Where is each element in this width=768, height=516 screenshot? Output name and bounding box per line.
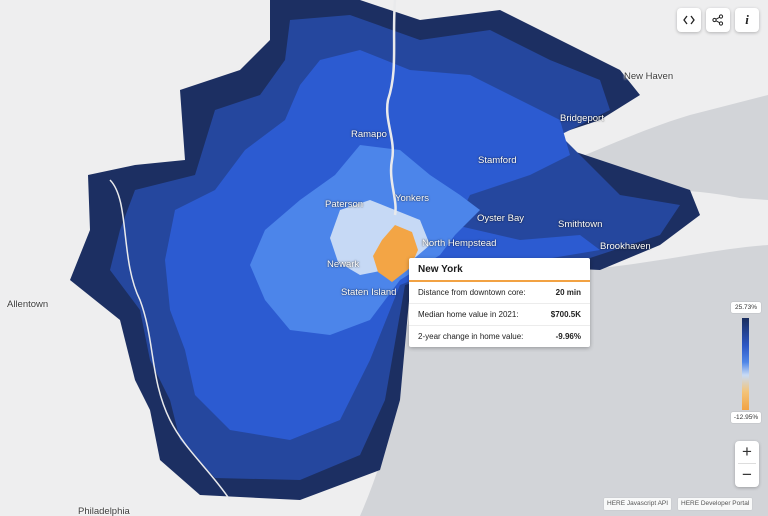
tooltip-title: New York <box>409 258 590 282</box>
city-label-bridgeport: Bridgeport <box>560 113 604 124</box>
code-icon <box>683 15 695 25</box>
color-legend: 25.73% -12.95% <box>730 302 762 426</box>
hudson-river <box>385 0 397 216</box>
zoom-divider <box>738 463 756 464</box>
zoom-out-button[interactable]: − <box>742 465 752 484</box>
legend-gradient-bar <box>742 318 749 410</box>
share-button[interactable] <box>706 8 730 32</box>
info-icon: i <box>745 12 749 27</box>
city-label-brookhaven: Brookhaven <box>600 241 651 252</box>
tooltip-label: 2-year change in home value: <box>418 332 524 341</box>
legend-max-label: 25.73% <box>731 302 761 313</box>
city-label-philadelphia: Philadelphia <box>78 506 130 516</box>
here-developer-portal-link[interactable]: HERE Developer Portal <box>678 498 753 510</box>
zoom-in-button[interactable]: + <box>742 442 752 461</box>
tooltip-label: Distance from downtown core: <box>418 288 526 297</box>
tooltip-value: 20 min <box>555 288 581 297</box>
city-label-paterson: Paterson <box>325 199 364 210</box>
city-label-allentown: Allentown <box>7 299 49 310</box>
tooltip-value: -9.96% <box>555 332 581 341</box>
city-label-staten-island: Staten Island <box>341 287 397 298</box>
info-button[interactable]: i <box>735 8 759 32</box>
city-label-yonkers: Yonkers <box>395 193 429 204</box>
city-label-ramapo: Ramapo <box>351 129 387 140</box>
tooltip-row-distance: Distance from downtown core: 20 min <box>409 282 590 304</box>
city-label-new-haven: New Haven <box>624 71 674 82</box>
zoom-control: + − <box>735 441 759 487</box>
tooltip-label: Median home value in 2021: <box>418 310 519 319</box>
location-tooltip: New York Distance from downtown core: 20… <box>409 258 590 347</box>
share-icon <box>712 14 724 26</box>
embed-code-button[interactable] <box>677 8 701 32</box>
tooltip-row-median-value: Median home value in 2021: $700.5K <box>409 304 590 326</box>
city-label-oyster-bay: Oyster Bay <box>477 213 524 224</box>
city-label-newark: Newark <box>327 259 360 270</box>
city-label-stamford: Stamford <box>478 155 517 166</box>
city-label-smithtown: Smithtown <box>558 219 603 230</box>
legend-min-label: -12.95% <box>731 412 761 423</box>
city-label-north-hempstead: North Hempstead <box>422 238 497 249</box>
new-york-selected-area <box>373 225 418 282</box>
tooltip-row-change: 2-year change in home value: -9.96% <box>409 326 590 347</box>
here-js-api-link[interactable]: HERE Javascript API <box>604 498 672 510</box>
delaware-river <box>109 179 231 501</box>
tooltip-value: $700.5K <box>550 310 581 319</box>
